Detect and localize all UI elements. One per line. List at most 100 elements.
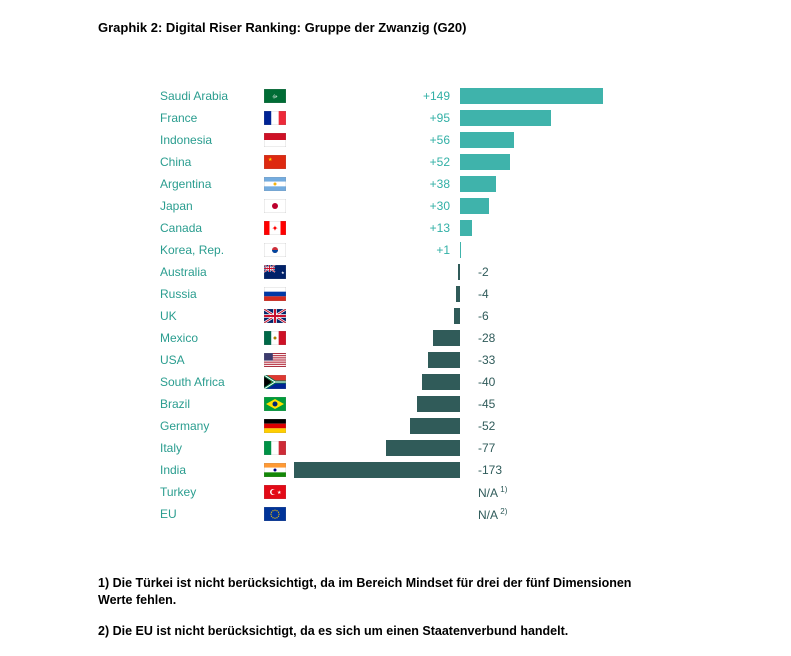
bar-chart: Saudi Arabiaﷻ+149France+95Indonesia+56Ch…	[160, 85, 690, 525]
flag-kr-icon	[260, 243, 290, 257]
bar	[460, 198, 489, 214]
country-label: EU	[160, 507, 260, 521]
value-label: -52	[460, 419, 530, 433]
bar	[460, 220, 472, 236]
value-label: -4	[460, 287, 530, 301]
country-label: China	[160, 155, 260, 169]
chart-row: France +95	[160, 107, 690, 129]
flag-in-icon	[260, 463, 290, 477]
bar	[294, 462, 460, 478]
bar-zone	[290, 481, 460, 503]
bar	[386, 440, 460, 456]
chart-row: Saudi Arabiaﷻ+149	[160, 85, 690, 107]
chart-row: China ★ +52	[160, 151, 690, 173]
country-label: Japan	[160, 199, 260, 213]
bar-zone	[460, 195, 680, 217]
country-label: Australia	[160, 265, 260, 279]
bar	[460, 88, 603, 104]
flag-it-icon	[260, 441, 290, 455]
chart-row: Italy-77	[160, 437, 690, 459]
flag-us-icon	[260, 353, 290, 367]
bar	[433, 330, 460, 346]
chart-row: Australia★-2	[160, 261, 690, 283]
chart-row: Indonesia +56	[160, 129, 690, 151]
flag-cn-icon: ★	[260, 155, 290, 169]
flag-eu-icon: ★★★★★★★★★★★★	[260, 507, 290, 521]
value-label: -33	[460, 353, 530, 367]
footnote-1: 1) Die Türkei ist nicht berücksichtigt, …	[98, 575, 658, 609]
flag-sa-icon: ﷻ	[260, 89, 290, 103]
bar	[460, 176, 496, 192]
bar	[456, 286, 460, 302]
flag-ca-icon: ✦	[260, 221, 290, 235]
country-label: France	[160, 111, 260, 125]
svg-text:★: ★	[277, 490, 282, 496]
svg-text:★: ★	[268, 157, 273, 163]
bar-zone	[290, 261, 460, 283]
bar-zone	[290, 415, 460, 437]
value-label: +30	[290, 199, 460, 213]
chart-row: UK-6	[160, 305, 690, 327]
country-label: Canada	[160, 221, 260, 235]
chart-row: Germany -52	[160, 415, 690, 437]
flag-fr-icon	[260, 111, 290, 125]
value-label: -28	[460, 331, 530, 345]
value-label: +56	[290, 133, 460, 147]
value-label: +52	[290, 155, 460, 169]
country-label: Brazil	[160, 397, 260, 411]
country-label: Turkey	[160, 485, 260, 499]
value-label: -45	[460, 397, 530, 411]
bar-zone	[460, 85, 680, 107]
value-label: +13	[290, 221, 460, 235]
footnote-ref: 2)	[498, 507, 507, 516]
value-label: N/A 1)	[460, 485, 530, 500]
chart-row: India -173	[160, 459, 690, 481]
svg-text:ﷻ: ﷻ	[272, 94, 278, 100]
chart-row: Korea, Rep.+1	[160, 239, 690, 261]
bar-zone	[290, 349, 460, 371]
flag-mx-icon	[260, 331, 290, 345]
chart-row: Argentina +38	[160, 173, 690, 195]
bar	[410, 418, 460, 434]
country-label: Indonesia	[160, 133, 260, 147]
country-label: Mexico	[160, 331, 260, 345]
bar	[460, 154, 510, 170]
chart-row: South Africa-40	[160, 371, 690, 393]
svg-text:✦: ✦	[272, 224, 279, 233]
bar-zone	[290, 459, 460, 481]
chart-row: Canada ✦ +13	[160, 217, 690, 239]
country-label: Argentina	[160, 177, 260, 191]
flag-id-icon	[260, 133, 290, 147]
chart-row: USA-33	[160, 349, 690, 371]
bar-zone	[460, 217, 680, 239]
bar	[422, 374, 460, 390]
bar-zone	[460, 239, 680, 261]
footnote-ref: 1)	[498, 485, 507, 494]
flag-uk-icon	[260, 309, 290, 323]
bar-zone	[460, 173, 680, 195]
value-label: -173	[460, 463, 530, 477]
country-label: Germany	[160, 419, 260, 433]
bar	[454, 308, 460, 324]
country-label: India	[160, 463, 260, 477]
footnotes: 1) Die Türkei ist nicht berücksichtigt, …	[98, 575, 658, 640]
bar-zone	[460, 107, 680, 129]
value-label: +95	[290, 111, 460, 125]
value-label: -6	[460, 309, 530, 323]
bar-zone	[290, 437, 460, 459]
chart-row: Turkey ★ N/A 1)	[160, 481, 690, 503]
value-label: N/A 2)	[460, 507, 530, 522]
flag-tr-icon: ★	[260, 485, 290, 499]
value-label: +149	[290, 89, 460, 103]
bar-zone	[290, 503, 460, 525]
bar	[460, 242, 461, 258]
chart-row: EU★★★★★★★★★★★★ N/A 2)	[160, 503, 690, 525]
chart-title: Graphik 2: Digital Riser Ranking: Gruppe…	[98, 20, 791, 35]
value-label: +1	[290, 243, 460, 257]
chart-row: Russia-4	[160, 283, 690, 305]
bar-zone	[290, 283, 460, 305]
flag-jp-icon	[260, 199, 290, 213]
value-label: +38	[290, 177, 460, 191]
flag-ar-icon	[260, 177, 290, 191]
country-label: South Africa	[160, 375, 260, 389]
